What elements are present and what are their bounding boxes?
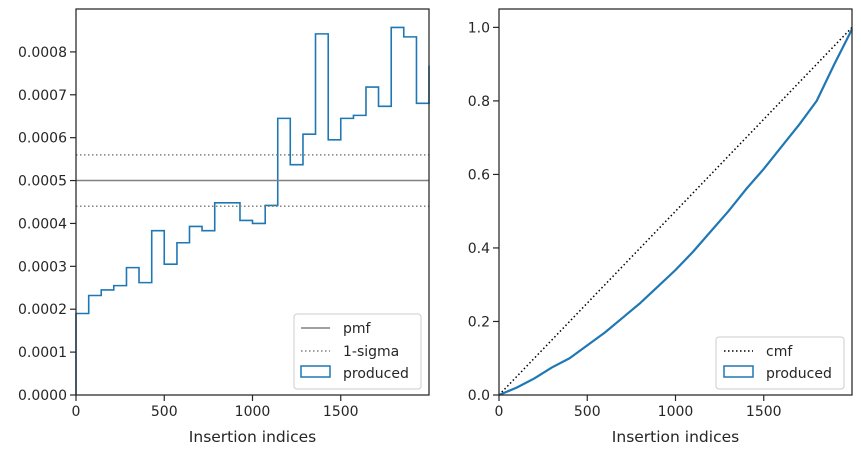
left-y-tick-label: 0.0002 — [18, 302, 67, 318]
legend-pmf-label: pmf — [343, 321, 372, 337]
cumulative-panel: 0.0 0.2 0.4 0.6 0.8 1.0 0 500 1000 1500 Insertio… — [468, 8, 853, 446]
legend-produced-swatch — [300, 365, 331, 378]
left-y-tick-label: 0.0003 — [18, 259, 67, 275]
right-x-tick-label: 1000 — [658, 404, 694, 420]
left-x-tick-label: 1500 — [323, 404, 359, 420]
left-y-tick-label: 0.0008 — [18, 45, 67, 61]
right-y-tick-label: 0.8 — [468, 94, 490, 110]
histogram-panel: 0.0000 0.0001 0.0002 0.0003 0.0004 0.0005 0.00… — [18, 8, 430, 446]
right-x-tick-label: 500 — [574, 404, 601, 420]
right-legend: cmf produced — [715, 336, 845, 390]
legend-cmf-label: cmf — [766, 344, 793, 360]
left-x-tick-label: 1000 — [235, 404, 271, 420]
right-y-tick-label: 0.4 — [468, 241, 490, 257]
left-x-tick-label: 0 — [72, 404, 81, 420]
right-legend-box — [715, 336, 845, 390]
produced-histogram — [75, 26, 430, 395]
left-legend-box — [293, 313, 422, 390]
right-y-tick-label: 0.0 — [468, 388, 490, 404]
right-x-tick-label: 1500 — [746, 404, 782, 420]
legend-produced-label: produced — [343, 366, 409, 382]
legend-produced-swatch-right — [723, 365, 754, 378]
produced-cumulative-line — [498, 28, 853, 397]
left-x-tick-label: 500 — [151, 404, 178, 420]
left-y-tick-label: 0.0004 — [18, 216, 67, 232]
left-y-tick-label: 0.0005 — [18, 174, 67, 190]
right-y-tick-label: 0.2 — [468, 314, 490, 330]
right-y-tick-label: 0.6 — [468, 167, 490, 183]
right-x-axis-label: Insertion indices — [612, 428, 739, 446]
cmf-line — [498, 26, 853, 396]
legend-produced-label-right: produced — [766, 366, 832, 382]
left-y-tick-label: 0.0001 — [18, 345, 67, 361]
right-y-tick-label: 1.0 — [468, 20, 490, 36]
left-y-tick-label: 0.0000 — [18, 388, 67, 404]
left-y-tick-label: 0.0006 — [18, 131, 67, 147]
left-legend: pmf 1-sigma produced — [293, 313, 422, 390]
right-x-tick-label: 0 — [495, 404, 504, 420]
left-y-tick-label: 0.0007 — [18, 88, 67, 104]
left-x-axis-label: Insertion indices — [189, 428, 316, 446]
legend-1-sigma-label: 1-sigma — [343, 344, 399, 360]
